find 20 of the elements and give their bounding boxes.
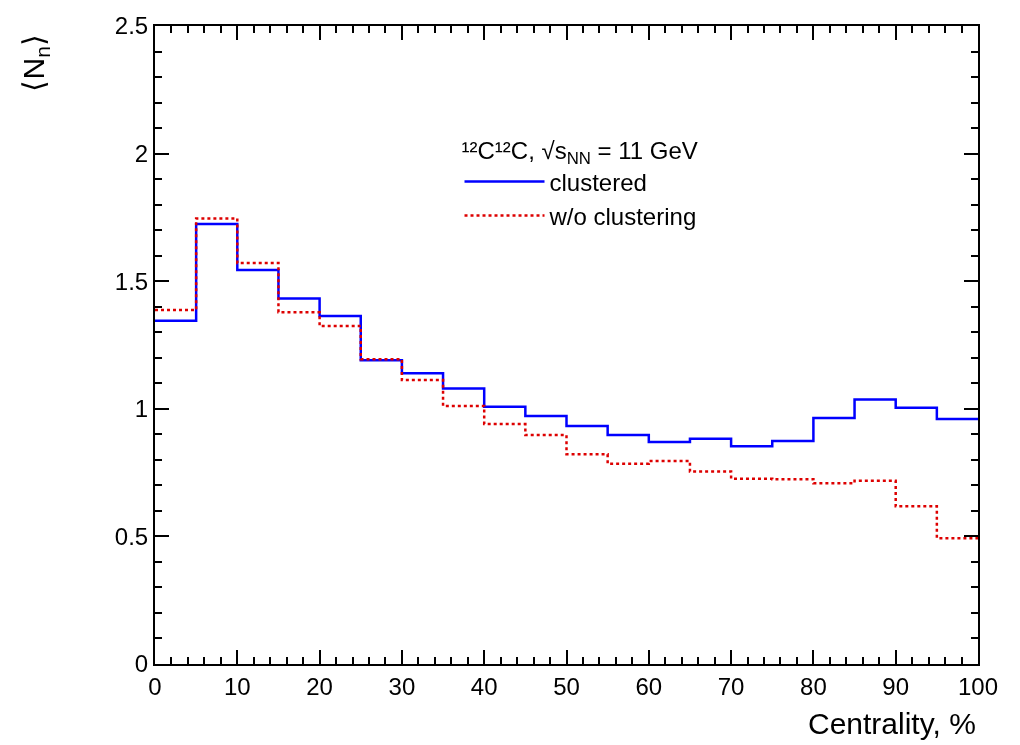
legend-label: w/o clustering xyxy=(548,202,697,230)
x-tick-label: 30 xyxy=(388,672,416,700)
x-axis-title: Centrality, % xyxy=(808,707,976,740)
x-tick-label: 90 xyxy=(882,672,910,700)
x-tick-label: 50 xyxy=(553,672,580,700)
y-tick-label: 1 xyxy=(134,395,149,423)
x-tick-label: 20 xyxy=(306,672,333,700)
x-tick-label: 70 xyxy=(717,672,745,700)
y-tick-label: 2 xyxy=(134,140,149,167)
y-tick-label: 1.5 xyxy=(114,267,149,295)
x-tick-label: 10 xyxy=(223,672,251,700)
y-tick-label: 0 xyxy=(134,650,149,678)
x-tick-label: 40 xyxy=(470,672,498,700)
y-tick-label: 2.5 xyxy=(114,12,149,40)
y-tick-label: 0.5 xyxy=(114,522,149,550)
x-tick-label: 60 xyxy=(635,672,663,700)
x-tick-label: 80 xyxy=(800,672,827,700)
legend-title: ¹²C¹²C, √s$_{NN}$ = 11 GeV xyxy=(461,137,698,169)
x-tick-label: 100 xyxy=(957,672,999,700)
legend-label: clustered xyxy=(549,168,647,196)
